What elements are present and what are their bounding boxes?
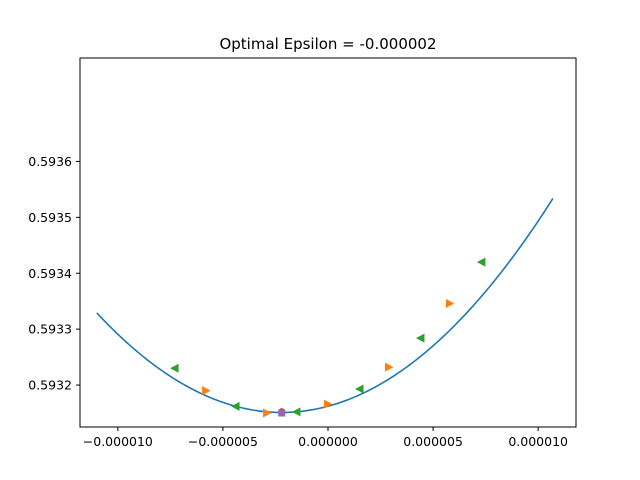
marker-triangle-right-0	[202, 386, 211, 396]
marker-triangle-right-4	[445, 298, 455, 308]
marker-triangle-left-1	[231, 401, 240, 411]
y-tick-label: 0.5935	[28, 210, 72, 225]
marker-triangle-left-2	[291, 407, 301, 417]
y-tick-label: 0.5934	[28, 266, 72, 281]
marker-triangle-left-0	[170, 363, 179, 373]
marker-triangle-right-2	[324, 399, 333, 409]
x-tick-label: 0.000010	[508, 434, 568, 449]
plot-frame	[79, 57, 577, 428]
marker-triangle-left-4	[415, 333, 425, 343]
x-tick-label: 0.000000	[298, 434, 358, 449]
marker-triangle-right-3	[384, 362, 394, 372]
y-tick-label: 0.5932	[28, 378, 72, 393]
x-tick-label: 0.000005	[403, 434, 463, 449]
axes: −0.000010 −0.000005 0.000000 0.000005 0.0000…	[28, 154, 568, 449]
y-tick-label: 0.5933	[28, 322, 72, 337]
marker-square-0	[278, 409, 286, 417]
x-tick-label: −0.000010	[83, 434, 153, 449]
fit-curve	[96, 198, 554, 414]
marker-triangle-left-5	[476, 257, 486, 267]
marker-triangle-left-3	[355, 384, 364, 394]
marker-triangle-right-1	[263, 408, 272, 418]
chart-title: Optimal Epsilon = -0.000002	[219, 35, 436, 53]
x-tick-label: −0.000005	[188, 434, 258, 449]
y-tick-label: 0.5936	[28, 154, 72, 169]
plot-marks	[96, 198, 554, 418]
